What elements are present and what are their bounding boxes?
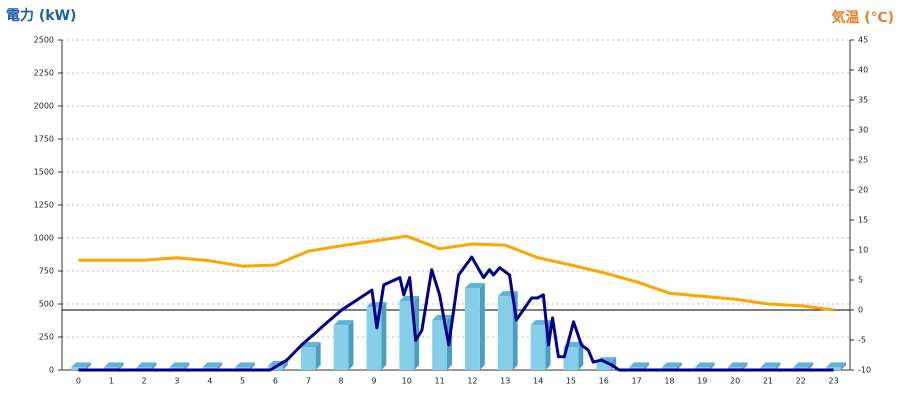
x-tick-label: 8 bbox=[339, 377, 344, 386]
y-tick-label: 0 bbox=[49, 366, 54, 375]
bar bbox=[465, 288, 480, 370]
y-tick-label: 1250 bbox=[34, 201, 54, 210]
bar-side bbox=[217, 362, 223, 370]
y2-tick-label: 25 bbox=[858, 156, 868, 165]
bar-top bbox=[333, 320, 354, 326]
bar-side bbox=[808, 362, 814, 370]
x-tick-label: 20 bbox=[730, 377, 740, 386]
y2-tick-label: 30 bbox=[858, 126, 868, 135]
bar-top bbox=[136, 362, 157, 368]
bar-side bbox=[414, 295, 420, 370]
bar bbox=[333, 325, 349, 370]
x-tick-label: 7 bbox=[306, 377, 311, 386]
x-tick-label: 4 bbox=[207, 377, 212, 386]
x-tick-label: 14 bbox=[533, 377, 543, 386]
bar-side bbox=[381, 302, 387, 370]
y-tick-label: 1500 bbox=[34, 168, 54, 177]
bar-top bbox=[71, 362, 91, 368]
bar-side bbox=[118, 362, 124, 370]
bar-side bbox=[840, 362, 846, 370]
power-line bbox=[78, 255, 834, 372]
x-tick-label: 22 bbox=[796, 377, 806, 386]
y2-tick-label: 35 bbox=[858, 96, 868, 105]
x-tick-label: 0 bbox=[76, 377, 81, 386]
bar-side bbox=[282, 361, 288, 370]
y-tick-label: 1000 bbox=[34, 234, 54, 243]
x-tick-label: 18 bbox=[664, 377, 674, 386]
y2-tick-label: 15 bbox=[858, 216, 868, 225]
y2-tick-label: 0 bbox=[858, 306, 863, 315]
x-tick-label: 17 bbox=[631, 377, 641, 386]
x-tick-label: 5 bbox=[240, 377, 245, 386]
bar-side bbox=[742, 362, 748, 370]
y-tick-label: 2250 bbox=[34, 69, 54, 78]
bar-top bbox=[103, 362, 124, 368]
bar-top bbox=[760, 362, 781, 368]
bar-side bbox=[85, 362, 91, 370]
bar-top bbox=[826, 362, 846, 368]
x-tick-label: 15 bbox=[566, 377, 576, 386]
y2-tick-label: -5 bbox=[858, 336, 866, 345]
bar-top bbox=[235, 362, 255, 368]
bar bbox=[432, 319, 447, 370]
bar-top bbox=[399, 295, 420, 301]
bar-top bbox=[727, 362, 748, 368]
x-tick-label: 12 bbox=[467, 377, 477, 386]
bar-top bbox=[694, 362, 715, 368]
bar bbox=[399, 300, 415, 370]
bar-side bbox=[184, 362, 190, 370]
bar-top bbox=[629, 362, 649, 368]
bar bbox=[826, 367, 841, 370]
x-tick-label: 16 bbox=[599, 377, 609, 386]
x-tick-label: 21 bbox=[763, 377, 773, 386]
bar-side bbox=[578, 342, 584, 370]
y2-tick-label: 20 bbox=[858, 186, 868, 195]
y-tick-label: 750 bbox=[39, 267, 54, 276]
bar-side bbox=[479, 283, 485, 370]
bar-side bbox=[775, 362, 781, 370]
x-tick-label: 13 bbox=[500, 377, 510, 386]
bar-top bbox=[662, 362, 682, 368]
bar-side bbox=[676, 362, 682, 370]
y2-tick-label: -10 bbox=[858, 366, 871, 375]
bar bbox=[497, 296, 513, 370]
bar-side bbox=[249, 362, 255, 370]
bar-top bbox=[793, 362, 814, 368]
bar-side bbox=[643, 362, 649, 370]
bar-side bbox=[709, 362, 715, 370]
y-tick-label: 500 bbox=[39, 300, 54, 309]
x-tick-label: 23 bbox=[828, 377, 838, 386]
x-tick-label: 11 bbox=[434, 377, 444, 386]
bar bbox=[596, 362, 612, 370]
bar-top bbox=[169, 362, 190, 368]
x-tick-label: 6 bbox=[273, 377, 278, 386]
y2-tick-label: 5 bbox=[858, 276, 863, 285]
x-tick-label: 1 bbox=[109, 377, 114, 386]
y2-tick-label: 10 bbox=[858, 246, 868, 255]
bar bbox=[563, 347, 579, 370]
y-tick-label: 250 bbox=[39, 333, 54, 342]
y-axis-title: 電力 (kW) bbox=[6, 7, 76, 24]
y2-tick-label: 40 bbox=[858, 66, 868, 75]
temperature-line bbox=[78, 234, 834, 312]
x-tick-label: 10 bbox=[402, 377, 412, 386]
bar bbox=[300, 347, 316, 370]
x-tick-label: 9 bbox=[371, 377, 376, 386]
x-tick-label: 2 bbox=[142, 377, 147, 386]
y-tick-label: 2500 bbox=[34, 36, 54, 45]
bar bbox=[530, 325, 546, 370]
y2-axis-title: 気温 (℃) bbox=[831, 9, 894, 26]
bar-side bbox=[348, 320, 354, 370]
x-tick-label: 19 bbox=[697, 377, 707, 386]
bar-side bbox=[151, 362, 157, 370]
bar-top bbox=[465, 283, 485, 289]
y2-tick-label: 45 bbox=[858, 36, 868, 45]
y-tick-label: 1750 bbox=[34, 135, 54, 144]
bar-top bbox=[432, 314, 452, 320]
y-tick-label: 2000 bbox=[34, 102, 54, 111]
bar-side bbox=[315, 342, 321, 370]
bar-top bbox=[202, 362, 223, 368]
x-tick-label: 3 bbox=[174, 377, 179, 386]
